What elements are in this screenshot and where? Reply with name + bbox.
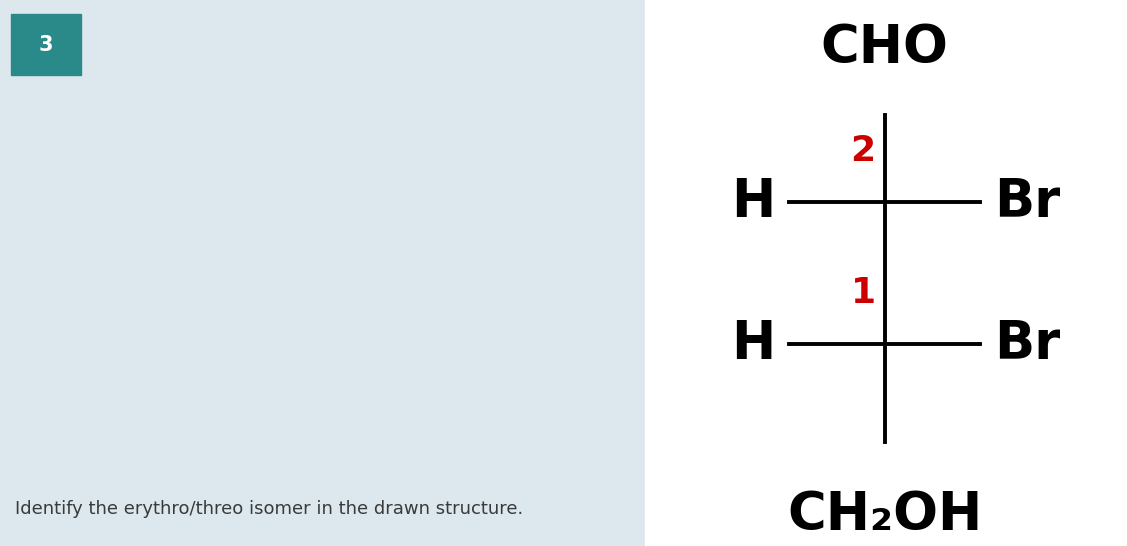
Text: 2: 2 [851, 134, 876, 168]
Text: CHO: CHO [820, 22, 949, 74]
Text: Identify the erythro/threo isomer in the drawn structure.: Identify the erythro/threo isomer in the… [15, 500, 523, 518]
Text: 3: 3 [39, 35, 53, 55]
Text: 1: 1 [851, 276, 876, 310]
Text: Br: Br [994, 176, 1061, 228]
Bar [0, 0, 645, 546]
Text: CH₂OH: CH₂OH [787, 489, 983, 541]
Text: H: H [731, 318, 775, 370]
Text: H: H [731, 176, 775, 228]
Bar [645, 0, 1127, 546]
Text: Br: Br [994, 318, 1061, 370]
Bar [11, 14, 81, 75]
